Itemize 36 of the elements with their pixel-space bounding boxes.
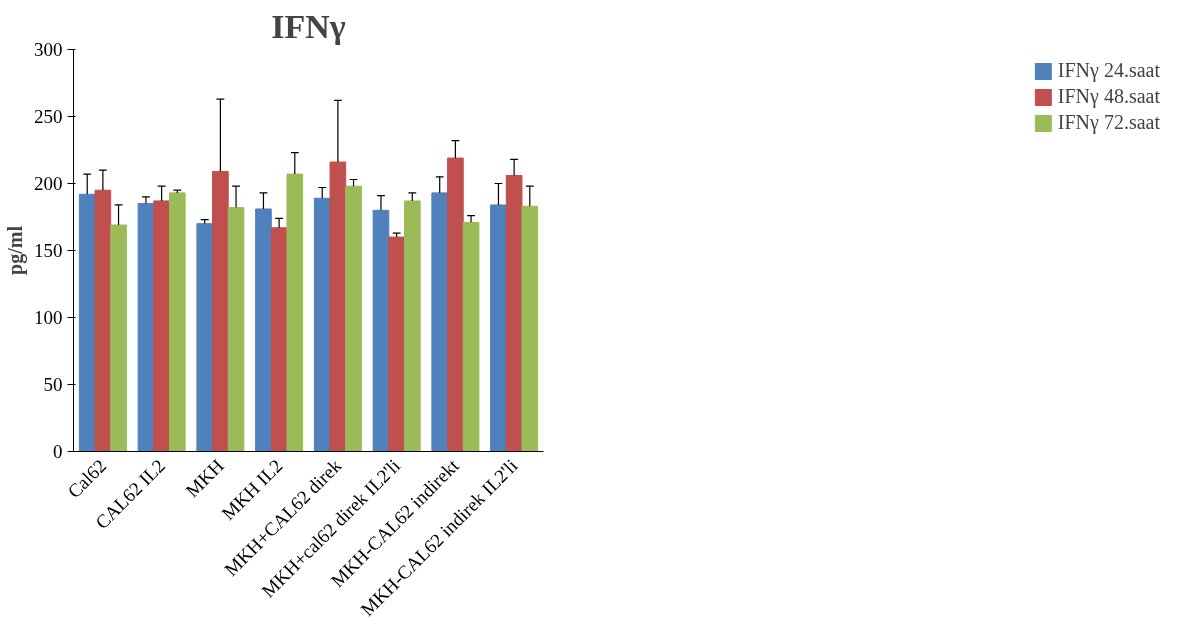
legend-label: IFNγ 72.saat	[1057, 111, 1160, 134]
bar	[94, 189, 112, 452]
bar	[521, 205, 539, 452]
bar	[462, 221, 480, 452]
bar	[505, 174, 523, 452]
bar	[270, 227, 288, 452]
bar	[329, 161, 347, 452]
bar	[490, 204, 507, 452]
bar	[153, 200, 170, 452]
bar	[196, 223, 214, 452]
bar	[78, 193, 96, 452]
bar	[286, 173, 304, 452]
y-tick-label: 200	[34, 173, 63, 194]
bar	[227, 207, 245, 452]
y-tick-label: 100	[34, 307, 63, 328]
y-tick-label: 300	[34, 39, 63, 60]
bar	[403, 200, 421, 452]
bar	[212, 170, 229, 452]
bar	[431, 192, 449, 452]
bar	[110, 224, 127, 452]
chart-title: IFNγ	[271, 7, 346, 45]
bar	[255, 208, 272, 452]
bar	[168, 192, 186, 452]
bar	[447, 157, 464, 452]
legend-label: IFNγ 24.saat	[1057, 59, 1160, 82]
bar	[372, 209, 390, 452]
bar	[313, 197, 331, 452]
bar	[388, 236, 405, 452]
y-tick-label: 250	[34, 106, 63, 127]
legend-label: IFNγ 48.saat	[1057, 85, 1160, 108]
y-axis-title: pg/ml	[4, 225, 27, 275]
y-tick-label: 50	[43, 374, 63, 395]
y-tick-label: 150	[34, 240, 63, 261]
y-tick-label: 0	[53, 441, 63, 462]
bar	[137, 203, 155, 452]
bar	[345, 185, 362, 452]
